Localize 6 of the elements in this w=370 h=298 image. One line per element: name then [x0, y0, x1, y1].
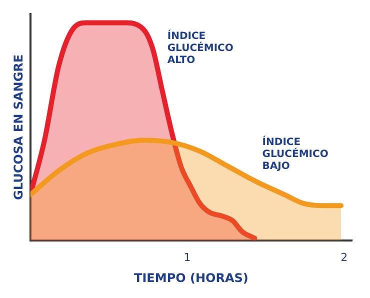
x-tick-label: 2	[340, 250, 348, 264]
x-axis-title: TIEMPO (HORAS)	[134, 270, 248, 285]
y-axis-title: GLUCOSA EN SANGRE	[11, 54, 26, 200]
x-tick-label: 1	[184, 250, 191, 264]
series-label: ÍNDICE GLUCÉMICO BAJO	[262, 135, 328, 172]
series-label: ÍNDICE GLUCÉMICO ALTO	[167, 28, 234, 66]
